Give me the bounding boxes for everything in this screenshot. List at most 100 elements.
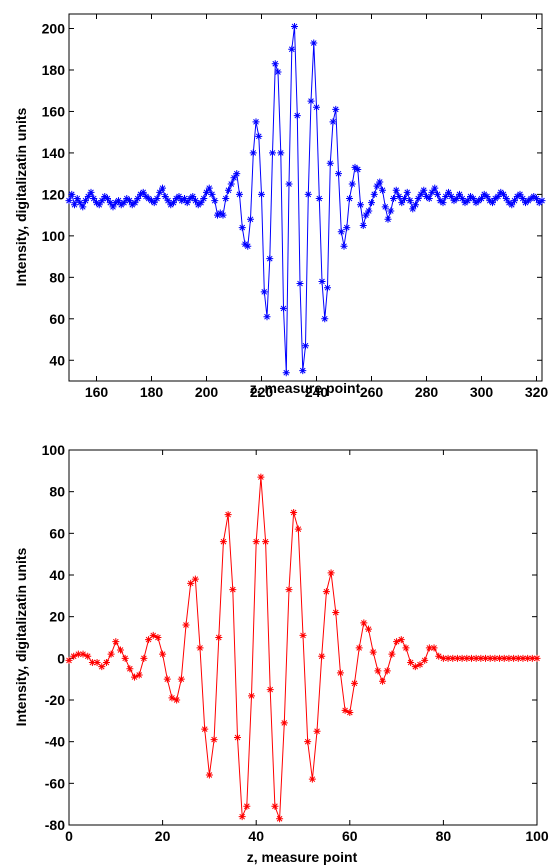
data-point [294,525,302,533]
data-point [439,199,447,207]
x-tick-label: 240 [305,384,329,400]
data-point [409,205,417,213]
y-tick-label: 140 [42,145,66,161]
data-point [276,815,284,823]
data-point [313,103,320,111]
data-point [248,692,256,700]
data-point [247,215,254,223]
data-point [236,190,243,198]
data-point [508,201,516,209]
data-point [140,654,148,662]
data-point [528,654,536,662]
x-tick-label: 300 [470,384,494,400]
series-group-bottom [65,473,541,823]
data-point [196,644,204,652]
data-point [482,654,490,662]
data-point [201,725,209,733]
data-point [360,619,368,627]
data-point [233,170,241,178]
data-point [463,654,471,662]
data-point [192,197,199,205]
data-point [412,201,419,209]
data-point [145,636,153,644]
data-point [109,203,117,211]
x-axis-label-top: z, measure point [250,380,361,396]
data-point [373,182,381,190]
data-point [414,195,422,203]
data-point [225,186,232,194]
x-tick-label: 220 [250,384,274,400]
data-point [112,638,120,646]
data-point [428,188,436,196]
data-point [107,650,115,658]
x-tick-label: 180 [140,384,164,400]
data-point [336,669,344,677]
data-point [390,195,397,203]
y-tick-label: 120 [42,186,66,202]
data-point [449,654,457,662]
data-point [106,199,114,207]
y-tick-label: 20 [49,609,65,625]
data-point [65,656,73,664]
data-point [467,654,475,662]
data-point [65,197,73,205]
data-point [538,197,546,205]
data-point [379,677,387,685]
x-tick-label: 0 [65,828,73,844]
data-point [326,159,334,167]
data-point [337,228,345,236]
data-point [154,634,162,641]
data-point [514,654,522,662]
data-point [483,192,491,200]
data-point [516,190,524,198]
data-point [131,673,139,681]
tick-group-top: 160 180 200 220 240 260 280 300 320 40 60 80 100 120 1… [42,14,548,400]
data-point [442,192,450,200]
data-point [444,654,452,662]
series-group-top [65,22,546,377]
data-point [397,636,405,644]
data-point [161,192,169,200]
data-point [159,184,166,192]
data-point [496,654,504,662]
data-point [456,190,463,198]
data-point [491,654,499,662]
x-tick-label: 280 [415,384,439,400]
y-tick-label: -40 [45,734,65,750]
data-point [370,190,378,198]
data-point [510,654,518,662]
chart-top: 160 180 200 220 240 260 280 300 320 40 60 80 100 120 1… [13,13,548,400]
data-point [435,652,443,660]
data-point [365,625,373,633]
y-tick-label: 0 [57,650,65,666]
data-point [274,68,282,76]
data-point [489,199,496,207]
data-point [355,644,363,652]
data-point [318,277,326,285]
data-point [524,654,532,662]
y-tick-label: 180 [42,62,66,78]
y-tick-label: 200 [42,21,66,37]
data-point [335,170,342,178]
data-point [98,663,106,671]
data-point [197,199,205,207]
data-point [398,199,406,207]
data-point [329,118,337,126]
data-point [215,634,223,641]
data-point [420,186,428,194]
data-point [453,654,461,662]
data-point [350,679,358,687]
data-point [401,195,408,203]
x-tick-label: 40 [248,828,264,844]
data-point [293,112,301,120]
data-point [402,644,410,652]
data-point [302,342,309,350]
data-point [121,654,129,662]
data-point [439,654,447,662]
data-point [210,736,218,744]
data-point [308,775,316,783]
x-tick-label: 80 [436,828,452,844]
data-point [310,39,318,47]
data-point [374,667,382,675]
data-point [211,197,219,205]
